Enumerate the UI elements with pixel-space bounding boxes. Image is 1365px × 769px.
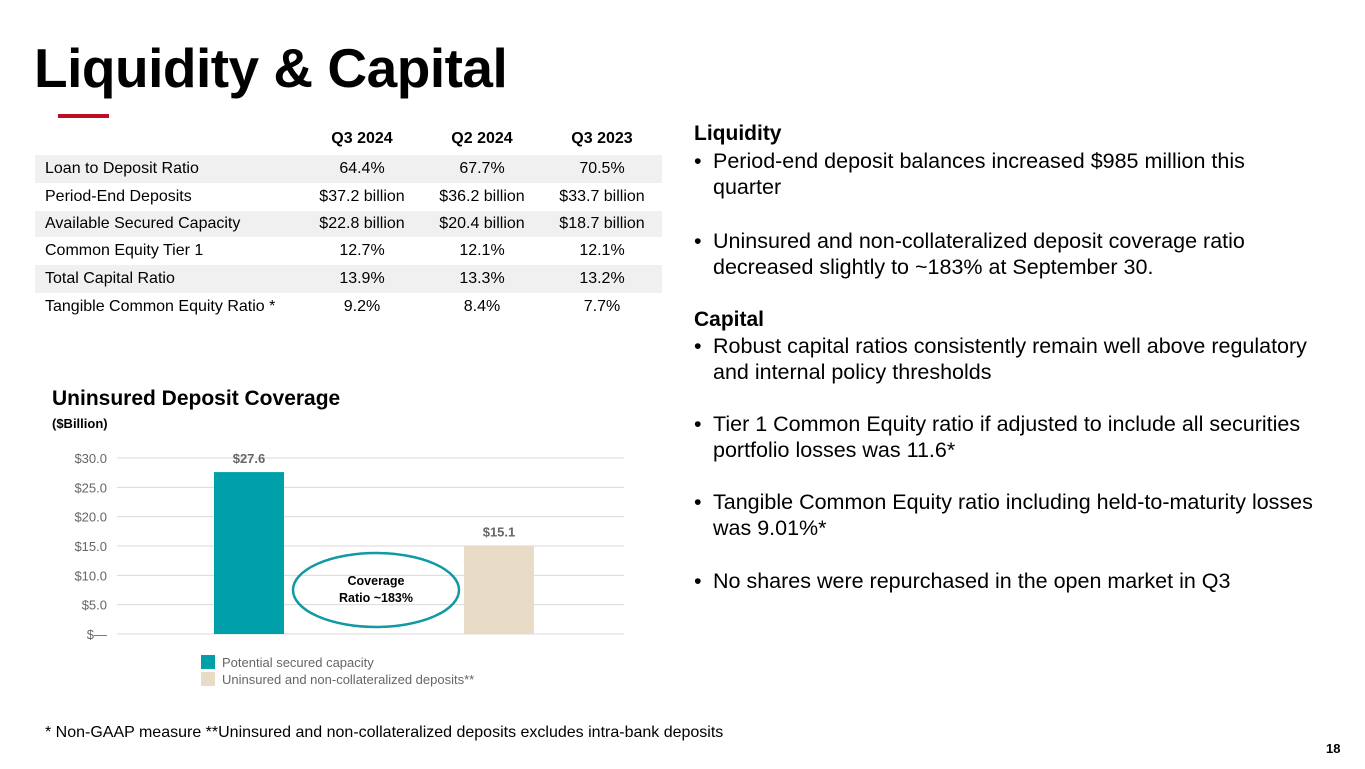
cell-value: 13.9% (302, 265, 422, 293)
bullet-text: Tangible Common Equity ratio including h… (713, 490, 1313, 540)
coverage-ratio-annotation: Coverage (348, 574, 405, 588)
bullet-text: No shares were repurchased in the open m… (713, 569, 1231, 593)
table-row: Loan to Deposit Ratio 64.4% 67.7% 70.5% (35, 155, 662, 183)
column-header: Q3 2023 (571, 130, 633, 147)
legend-swatch (201, 672, 215, 686)
metrics-table: Q3 2024 Q2 2024 Q3 2023 Loan to Deposit … (35, 123, 662, 321)
table-row: Available Secured Capacity $22.8 billion… (35, 211, 662, 237)
bullet-text: Robust capital ratios consistently remai… (713, 334, 1307, 384)
footnote: * Non-GAAP measure **Uninsured and non-c… (45, 724, 724, 741)
uninsured-deposit-coverage-chart: $— $5.0 $10.0 $15.0 $20.0 $25.0 $30.0 $27.6 $15.… (74, 451, 624, 687)
cell-value: 13.3% (422, 265, 542, 293)
cell-value: 9.2% (343, 298, 381, 315)
table-header-blank (35, 123, 302, 155)
bullet-text: Uninsured and non-collateralized deposit… (713, 229, 1245, 279)
liquidity-bullet: • Period-end deposit balances increased … (694, 149, 1314, 200)
cell-value: 12.7% (339, 242, 385, 259)
y-tick-label: $20.0 (74, 510, 107, 525)
legend-label: Uninsured and non-collateralized deposit… (222, 672, 474, 687)
y-tick-label: $15.0 (74, 539, 107, 554)
cell-value: $22.8 billion (302, 211, 422, 237)
bullet-marker: • (694, 229, 702, 253)
cell-value: 70.5% (542, 155, 662, 183)
cell-value: $37.2 billion (319, 188, 405, 205)
row-label: Loan to Deposit Ratio (35, 155, 302, 183)
bar (214, 472, 284, 634)
column-header: Q3 2024 (331, 130, 393, 147)
page-number: 18 (1326, 741, 1341, 756)
cell-value: 64.4% (302, 155, 422, 183)
title-accent-bar (58, 114, 109, 118)
liquidity-section: Liquidity (694, 121, 1314, 147)
table-header-row: Q3 2024 Q2 2024 Q3 2023 (35, 123, 662, 155)
bar-value-label: $15.1 (483, 524, 516, 539)
bullet-marker: • (694, 149, 702, 173)
row-label: Total Capital Ratio (35, 265, 302, 293)
liquidity-heading: Liquidity (694, 122, 782, 145)
chart-title: Uninsured Deposit Coverage (52, 387, 341, 410)
capital-bullet: • Robust capital ratios consistently rem… (694, 334, 1314, 385)
y-tick-label: $30.0 (74, 451, 107, 466)
bullet-text: Period-end deposit balances increased $9… (713, 149, 1245, 199)
bullet-marker: • (694, 334, 702, 358)
cell-value: 8.4% (463, 298, 501, 315)
coverage-ratio-ellipse (291, 551, 461, 629)
y-tick-label: $— (87, 627, 107, 642)
cell-value: 7.7% (583, 298, 621, 315)
cell-value: 12.1% (459, 242, 505, 259)
liquidity-bullet: • Uninsured and non-collateralized depos… (694, 229, 1314, 280)
bar (464, 545, 534, 634)
cell-value: $33.7 billion (559, 188, 645, 205)
cell-value: $18.7 billion (542, 211, 662, 237)
table-row: Common Equity Tier 1 12.7% 12.1% 12.1% (35, 237, 662, 265)
legend-label: Potential secured capacity (222, 655, 374, 670)
cell-value: $20.4 billion (422, 211, 542, 237)
capital-bullet: • Tier 1 Common Equity ratio if adjusted… (694, 412, 1314, 463)
table-row: Tangible Common Equity Ratio * 9.2% 8.4%… (35, 293, 662, 321)
row-label: Common Equity Tier 1 (45, 242, 204, 259)
page-title: Liquidity & Capital (34, 37, 508, 99)
y-tick-label: $25.0 (74, 480, 107, 495)
bar-value-label: $27.6 (233, 451, 266, 466)
bullet-marker: • (694, 490, 702, 514)
row-label: Available Secured Capacity (35, 211, 302, 237)
table-row: Period-End Deposits $37.2 billion $36.2 … (35, 183, 662, 211)
capital-bullet: • No shares were repurchased in the open… (694, 569, 1314, 595)
cell-value: $36.2 billion (439, 188, 525, 205)
bullet-marker: • (694, 412, 702, 436)
table-row: Total Capital Ratio 13.9% 13.3% 13.2% (35, 265, 662, 293)
cell-value: 12.1% (579, 242, 625, 259)
capital-heading: Capital (694, 308, 765, 331)
row-label: Tangible Common Equity Ratio * (45, 298, 276, 315)
chart-unit-label: ($Billion) (52, 416, 108, 431)
y-tick-label: $10.0 (74, 568, 107, 583)
y-tick-label: $5.0 (82, 598, 107, 613)
capital-section: Capital (694, 307, 1314, 333)
capital-bullet: • Tangible Common Equity ratio including… (694, 490, 1314, 541)
column-header: Q2 2024 (451, 130, 513, 147)
bullet-marker: • (694, 569, 702, 593)
cell-value: 13.2% (542, 265, 662, 293)
coverage-ratio-annotation: Ratio ~183% (339, 591, 413, 605)
bullet-text: Tier 1 Common Equity ratio if adjusted t… (713, 412, 1301, 462)
row-label: Period-End Deposits (45, 188, 192, 205)
cell-value: 67.7% (422, 155, 542, 183)
legend-swatch (201, 655, 215, 669)
